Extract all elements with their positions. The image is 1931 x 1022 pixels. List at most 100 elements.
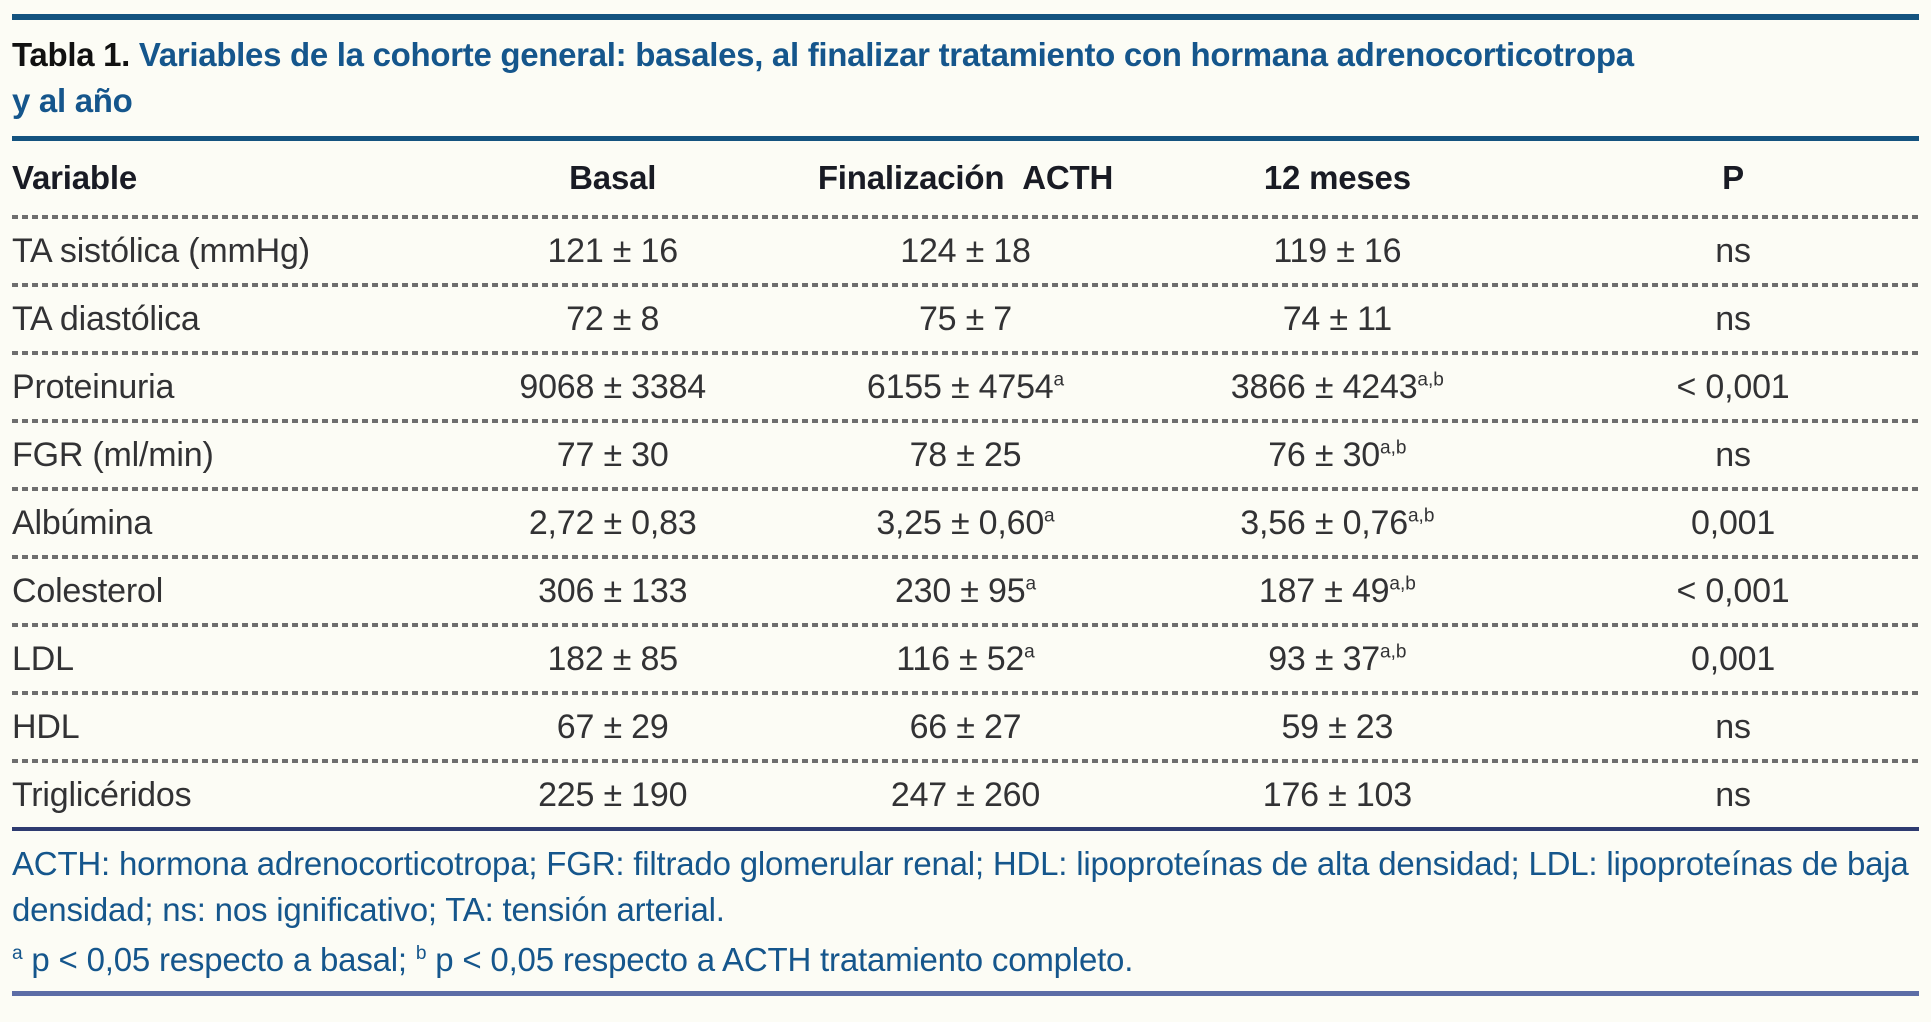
- cell-value: 78 ± 25: [909, 435, 1022, 474]
- cell-finalizacion-acth: 78 ± 25: [803, 436, 1127, 475]
- cell-value: 119 ± 16: [1273, 231, 1402, 270]
- cell-finalizacion-acth: 116 ± 52a: [803, 640, 1127, 679]
- cell-p-value: 0,001: [1690, 639, 1776, 678]
- cell-12-meses: 76 ± 30a,b: [1128, 436, 1548, 475]
- cell-value: 66 ± 27: [909, 707, 1022, 746]
- row-separator: [12, 487, 1919, 491]
- row-separator: [12, 623, 1919, 627]
- footnote-marker: a: [1044, 505, 1055, 527]
- cell-variable: Proteinuria: [12, 367, 175, 406]
- cell-value: 3,25 ± 0,60: [876, 503, 1045, 542]
- table-figure: Tabla 1. Variables de la cohorte general…: [0, 14, 1931, 1022]
- cell-value: 124 ± 18: [900, 231, 1031, 270]
- table-label: Tabla 1.: [12, 36, 131, 73]
- cell-basal: 67 ± 29: [556, 707, 669, 746]
- cell-variable: FGR (ml/min): [12, 435, 214, 474]
- table-row: TA diastólica 72 ± 8 75 ± 7 74 ± 11 ns: [12, 287, 1919, 351]
- table-row: LDL 182 ± 85 116 ± 52a 93 ± 37a,b 0,001: [12, 627, 1919, 691]
- cell-finalizacion-acth: 124 ± 18: [803, 232, 1127, 271]
- cell-12-meses: 119 ± 16: [1128, 232, 1548, 271]
- cell-basal: 121 ± 16: [547, 231, 678, 270]
- cell-p-value: ns: [1715, 707, 1751, 746]
- column-header-basal: Basal: [569, 159, 657, 196]
- footnote-marker: a,b: [1380, 437, 1407, 459]
- cell-variable: LDL: [12, 639, 74, 678]
- cell-variable: TA sistólica (mmHg): [12, 231, 310, 270]
- cell-basal: 77 ± 30: [556, 435, 669, 474]
- cell-finalizacion-acth: 66 ± 27: [803, 708, 1127, 747]
- cell-basal: 72 ± 8: [566, 299, 660, 338]
- cell-12-meses: 3,56 ± 0,76a,b: [1128, 504, 1548, 543]
- footnote-marker: a,b: [1380, 641, 1407, 663]
- cell-value: 247 ± 260: [890, 775, 1041, 814]
- cell-variable: Triglicéridos: [12, 775, 192, 814]
- body-end-rule: [12, 827, 1919, 831]
- cell-value: 187 ± 49: [1258, 571, 1390, 610]
- table-row: FGR (ml/min) 77 ± 30 78 ± 25 76 ± 30a,b …: [12, 423, 1919, 487]
- table-row: Proteinuria 9068 ± 3384 6155 ± 4754a 386…: [12, 355, 1919, 419]
- cell-value: 93 ± 37: [1268, 639, 1380, 678]
- cell-value: 3,56 ± 0,76: [1240, 503, 1408, 542]
- row-separator: [12, 759, 1919, 763]
- cell-value: 76 ± 30: [1268, 435, 1380, 474]
- cell-value: 6155 ± 4754: [866, 367, 1054, 406]
- cell-value: 74 ± 11: [1282, 299, 1392, 338]
- table-title: Tabla 1. Variables de la cohorte general…: [12, 32, 1672, 124]
- cell-12-meses: 176 ± 103: [1128, 776, 1548, 815]
- abbreviations-note: ACTH: hormona adrenocorticotropa; FGR: f…: [12, 845, 1909, 928]
- footnotes: ACTH: hormona adrenocorticotropa; FGR: f…: [12, 841, 1919, 983]
- table-row: HDL 67 ± 29 66 ± 27 59 ± 23 ns: [12, 695, 1919, 759]
- cell-basal: 182 ± 85: [547, 639, 678, 678]
- cell-basal: 9068 ± 3384: [519, 367, 707, 406]
- cell-value: 176 ± 103: [1262, 775, 1412, 814]
- cell-p-value: 0,001: [1690, 503, 1776, 542]
- table-row: TA sistólica (mmHg) 121 ± 16 124 ± 18 11…: [12, 219, 1919, 283]
- significance-note: a p < 0,05 respecto a basal; b p < 0,05 …: [12, 937, 1919, 983]
- column-header-variable: Variable: [12, 159, 137, 196]
- footnote-marker: a,b: [1417, 369, 1444, 391]
- cell-value: 230 ± 95: [894, 571, 1026, 610]
- cell-value: 75 ± 7: [918, 299, 1013, 338]
- cell-variable: Albúmina: [12, 503, 153, 542]
- table-row: Colesterol 306 ± 133 230 ± 95a 187 ± 49a…: [12, 559, 1919, 623]
- cell-value: 3866 ± 4243: [1230, 367, 1418, 406]
- cell-finalizacion-acth: 6155 ± 4754a: [803, 368, 1127, 407]
- cell-p-value: < 0,001: [1676, 571, 1790, 610]
- column-header-finalizacion-acth: Finalización ACTH: [817, 159, 1114, 196]
- top-rule: [12, 14, 1919, 20]
- footnote-marker-a: a: [12, 943, 23, 964]
- cell-variable: Colesterol: [12, 571, 164, 610]
- significance-b-text: p < 0,05 respecto a ACTH tratamiento com…: [426, 941, 1134, 978]
- cell-finalizacion-acth: 247 ± 260: [803, 776, 1127, 815]
- cell-p-value: ns: [1715, 775, 1751, 814]
- footnote-marker-b: b: [415, 943, 427, 964]
- cell-finalizacion-acth: 3,25 ± 0,60a: [803, 504, 1127, 543]
- cell-finalizacion-acth: 75 ± 7: [803, 300, 1127, 339]
- cell-p-value: ns: [1715, 231, 1751, 270]
- cell-basal: 2,72 ± 0,83: [528, 503, 697, 542]
- cell-value: 116 ± 52: [896, 639, 1025, 678]
- cell-12-meses: 187 ± 49a,b: [1128, 572, 1548, 611]
- footnote-marker: a: [1053, 369, 1065, 391]
- column-header-p: P: [1722, 159, 1744, 196]
- footnote-marker: a: [1025, 573, 1037, 595]
- row-separator: [12, 283, 1919, 287]
- cell-12-meses: 74 ± 11: [1128, 300, 1548, 339]
- cell-variable: HDL: [12, 707, 80, 746]
- cell-p-value: ns: [1715, 299, 1751, 338]
- footnote-marker: a,b: [1389, 573, 1416, 595]
- row-separator: [12, 351, 1919, 355]
- cell-p-value: < 0,001: [1676, 367, 1790, 406]
- row-separator: [12, 555, 1919, 559]
- cell-basal: 306 ± 133: [538, 571, 688, 610]
- row-separator: [12, 691, 1919, 695]
- significance-a-text: p < 0,05 respecto a basal;: [22, 941, 416, 978]
- table-header-row: Variable Basal Finalización ACTH 12 mese…: [12, 141, 1919, 215]
- table-title-line1: Variables de la cohorte general: basales…: [138, 36, 1634, 73]
- cell-12-meses: 93 ± 37a,b: [1128, 640, 1548, 679]
- bottom-rule: [12, 991, 1919, 996]
- footnote-marker: a: [1024, 641, 1035, 663]
- column-header-12-meses: 12 meses: [1263, 159, 1411, 196]
- title-rule: [12, 136, 1919, 141]
- cell-12-meses: 59 ± 23: [1128, 708, 1548, 747]
